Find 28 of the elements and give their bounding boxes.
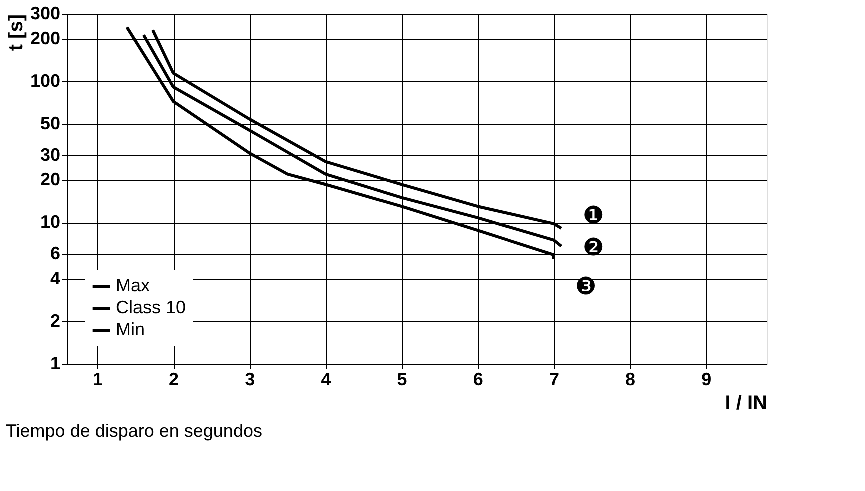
x-tick-label: 1 bbox=[92, 370, 103, 390]
y-tick-label: 10 bbox=[40, 212, 60, 232]
y-axis-title: t [s] bbox=[5, 14, 28, 52]
x-tick-label: 2 bbox=[169, 370, 180, 390]
y-tick-label: 1 bbox=[50, 354, 60, 374]
x-tick-label: 9 bbox=[702, 370, 712, 390]
text: Tiempo de disparo en segundos bbox=[6, 421, 262, 441]
x-tick-label: 7 bbox=[549, 370, 560, 390]
x-tick-label: 6 bbox=[473, 370, 484, 390]
x-tick-label: 5 bbox=[397, 370, 408, 390]
x-tick-label: 8 bbox=[626, 370, 636, 390]
y-tick-label: 50 bbox=[40, 113, 60, 134]
annotation: ❶ bbox=[582, 201, 604, 230]
annotation: ❷ bbox=[582, 233, 604, 262]
x-tick-label: 3 bbox=[245, 370, 256, 390]
legend-label: Max bbox=[116, 276, 150, 296]
y-tick-label: 30 bbox=[40, 144, 60, 165]
y-tick-label: 100 bbox=[30, 70, 60, 91]
x-axis-title: I / IN bbox=[725, 392, 768, 414]
y-tick-label: 20 bbox=[40, 170, 60, 190]
x-tick-label: 4 bbox=[321, 370, 332, 390]
y-tick-label: 6 bbox=[50, 244, 60, 264]
y-tick-label: 200 bbox=[30, 28, 60, 48]
y-tick-label: 4 bbox=[50, 268, 60, 288]
legend-label: Class 10 bbox=[116, 298, 186, 318]
legend-label: Min bbox=[116, 320, 146, 340]
y-tick-label: 300 bbox=[30, 4, 60, 24]
y-tick-label: 2 bbox=[50, 310, 60, 331]
